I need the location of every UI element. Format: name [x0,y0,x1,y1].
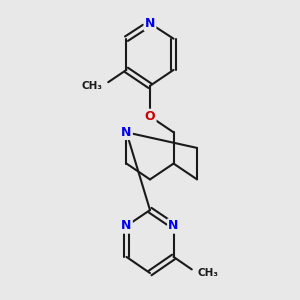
Text: N: N [121,126,132,139]
Text: N: N [168,220,179,232]
Text: N: N [145,17,155,30]
Text: O: O [145,110,155,123]
Text: N: N [121,220,132,232]
Text: CH₃: CH₃ [82,81,103,91]
Text: CH₃: CH₃ [197,268,218,278]
